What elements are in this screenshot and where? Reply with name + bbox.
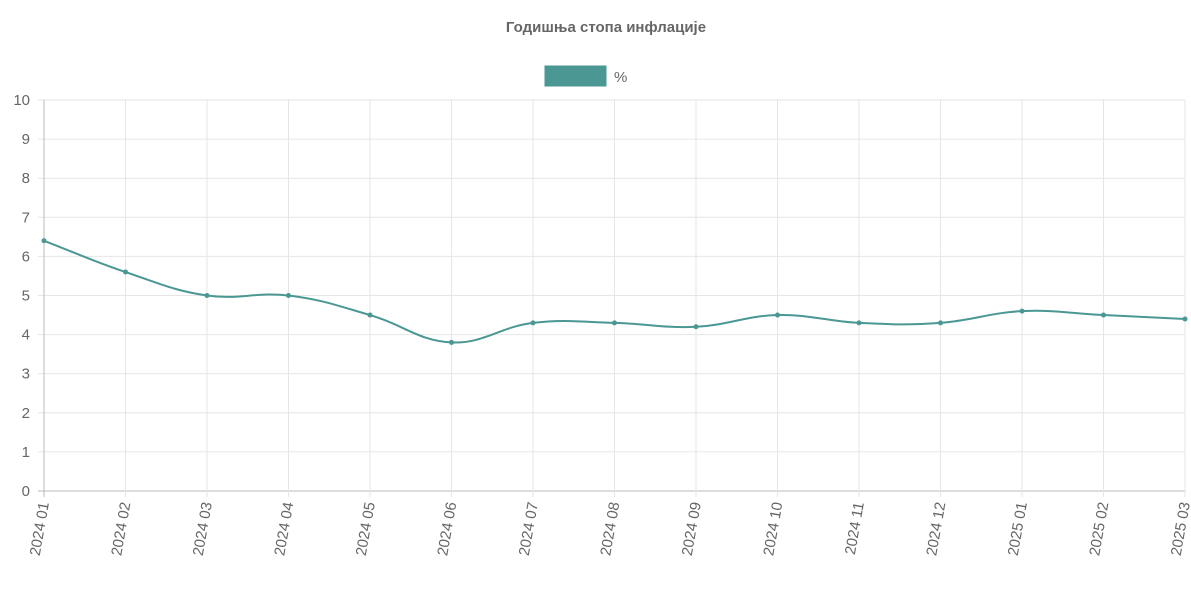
data-point[interactable] <box>775 312 780 318</box>
x-tick-label: 2024 07 <box>516 501 542 557</box>
series <box>41 238 1188 345</box>
data-point[interactable] <box>1101 312 1106 318</box>
data-point[interactable] <box>693 324 699 330</box>
legend-label: % <box>614 69 627 86</box>
x-axis: 2024 01 2024 02 2024 03 2024 04 2024 05 2024 … <box>27 501 1191 557</box>
data-point[interactable] <box>1019 308 1025 314</box>
x-tick-label: 2024 04 <box>271 501 297 557</box>
data-point[interactable] <box>123 269 128 275</box>
data-point[interactable] <box>856 320 862 326</box>
data-point[interactable] <box>530 320 536 326</box>
data-point[interactable] <box>367 312 373 318</box>
legend-swatch <box>544 65 607 87</box>
x-tick-label: 2024 05 <box>353 501 379 557</box>
y-tick-label: 3 <box>22 366 30 383</box>
y-tick-label: 10 <box>13 92 30 109</box>
x-tick-label: 2025 02 <box>1086 501 1112 557</box>
data-point[interactable] <box>1182 316 1188 322</box>
y-tick-label: 6 <box>22 248 30 265</box>
chart-title: Годишња стопа инфлације <box>506 19 706 36</box>
x-tick-label: 2024 08 <box>597 501 623 557</box>
data-point[interactable] <box>938 320 943 326</box>
y-tick-label: 8 <box>22 170 30 187</box>
x-tick-label: 2024 06 <box>434 501 460 557</box>
legend[interactable]: % <box>544 65 627 87</box>
data-point[interactable] <box>41 238 47 244</box>
y-tick-label: 0 <box>22 483 30 500</box>
y-tick-label: 9 <box>22 131 30 148</box>
data-point[interactable] <box>204 293 210 298</box>
data-point[interactable] <box>286 293 291 298</box>
x-tick-label: 2025 01 <box>1005 501 1031 557</box>
y-tick-label: 2 <box>22 405 30 422</box>
y-tick-label: 1 <box>22 444 30 461</box>
y-tick-label: 5 <box>22 288 30 305</box>
grid <box>38 99 1186 497</box>
x-tick-label: 2024 01 <box>27 501 53 557</box>
data-point[interactable] <box>612 320 617 326</box>
data-point[interactable] <box>449 339 454 345</box>
x-tick-label: 2024 10 <box>760 501 786 557</box>
y-tick-label: 7 <box>22 209 30 226</box>
x-tick-label: 2024 02 <box>108 501 134 557</box>
y-tick-label: 4 <box>22 327 30 344</box>
x-tick-label: 2024 03 <box>190 501 216 557</box>
x-tick-label: 2024 12 <box>923 501 949 557</box>
y-axis: 0 1 2 3 4 5 6 7 8 9 10 <box>13 92 30 500</box>
x-tick-label: 2024 09 <box>679 501 705 557</box>
x-tick-label: 2024 11 <box>842 501 868 556</box>
x-tick-label: 2025 03 <box>1168 501 1191 557</box>
